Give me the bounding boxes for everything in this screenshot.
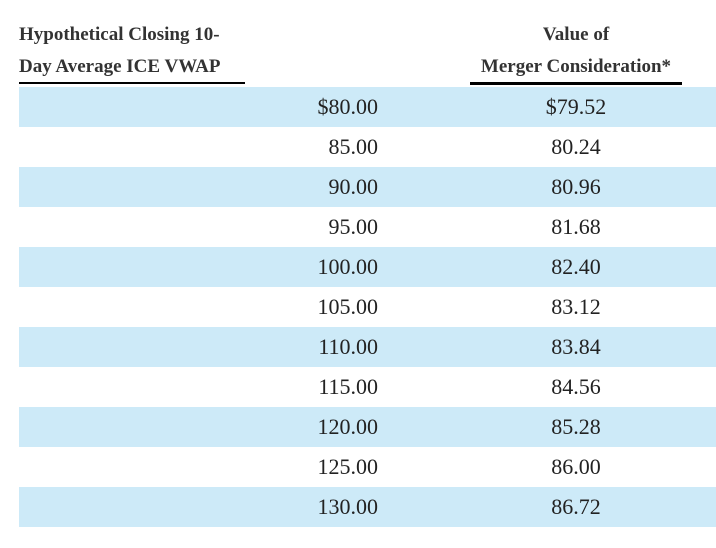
table-row: 100.00 82.40 — [19, 247, 716, 287]
table-row: 95.00 81.68 — [19, 207, 716, 247]
consideration-column-header-line-2: Merger Consideration* — [480, 56, 672, 77]
merger-consideration-table: $80.00 $79.52 85.00 80.24 90.00 80.96 95… — [19, 87, 716, 527]
consideration-header-underline — [470, 82, 682, 85]
vwap-cell: 120.00 — [317, 414, 379, 439]
vwap-cell: 115.00 — [318, 374, 378, 399]
table-row: 90.00 80.96 — [19, 167, 716, 207]
consideration-column-header-line-1: Value of — [542, 24, 610, 45]
consideration-cell: 83.12 — [551, 294, 601, 319]
vwap-column-header-line-2: Day Average ICE VWAP — [19, 56, 221, 77]
consideration-cell: 84.56 — [551, 374, 601, 399]
vwap-header-underline — [19, 82, 245, 84]
table-row: 85.00 80.24 — [19, 127, 716, 167]
vwap-cell: $80.00 — [317, 94, 379, 119]
consideration-cell: 82.40 — [551, 254, 601, 279]
consideration-cell: 81.68 — [551, 214, 601, 239]
vwap-cell: 130.00 — [317, 494, 379, 519]
consideration-cell: 83.84 — [551, 334, 601, 359]
table-row: 130.00 86.72 — [19, 487, 716, 527]
consideration-cell: 86.72 — [551, 494, 601, 519]
table-row: 125.00 86.00 — [19, 447, 716, 487]
consideration-cell: 80.96 — [551, 174, 601, 199]
table-row: $80.00 $79.52 — [19, 87, 716, 127]
vwap-cell: 95.00 — [328, 214, 379, 239]
table-row: 105.00 83.12 — [19, 287, 716, 327]
vwap-cell: 105.00 — [317, 294, 379, 319]
consideration-cell: $79.52 — [545, 94, 607, 119]
vwap-cell: 110.00 — [318, 334, 378, 359]
vwap-cell: 85.00 — [328, 134, 379, 159]
table-row: 110.00 83.84 — [19, 327, 716, 367]
vwap-cell: 90.00 — [328, 174, 379, 199]
consideration-cell: 86.00 — [551, 454, 601, 479]
consideration-cell: 80.24 — [551, 134, 601, 159]
table-row: 115.00 84.56 — [19, 367, 716, 407]
vwap-cell: 100.00 — [317, 254, 379, 279]
table-row: 120.00 85.28 — [19, 407, 716, 447]
vwap-cell: 125.00 — [317, 454, 379, 479]
vwap-column-header-line-1: Hypothetical Closing 10- — [19, 24, 220, 45]
consideration-cell: 85.28 — [551, 414, 601, 439]
